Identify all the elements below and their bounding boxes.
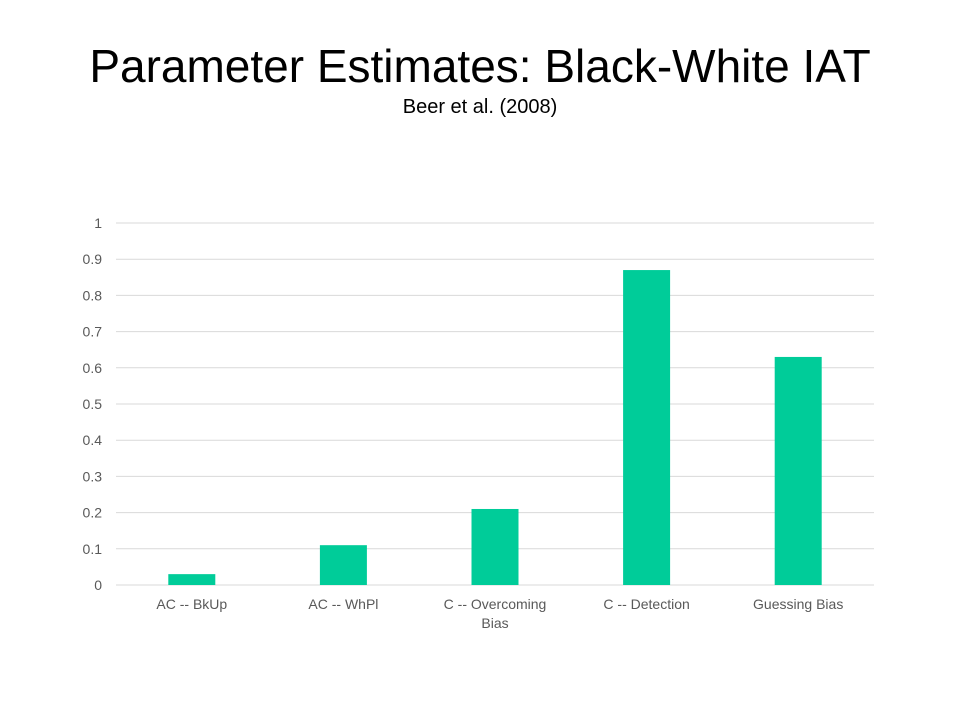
y-tick-label: 1	[94, 215, 102, 231]
x-tick-label: Guessing Bias	[753, 596, 843, 612]
y-tick-label: 0.3	[83, 468, 103, 484]
bar	[774, 356, 822, 585]
y-tick-label: 0.6	[83, 360, 103, 376]
bars	[168, 270, 822, 585]
y-axis-tick-labels: 0 0.1 0.2 0.3 0.4 0.5 0.6 0.7 0.8 0.9 1	[83, 215, 103, 593]
y-tick-label: 0.5	[83, 396, 103, 412]
bar	[168, 574, 216, 585]
bar	[623, 270, 671, 585]
x-tick-label: AC -- WhPl	[308, 596, 378, 612]
x-tick-label: C -- Overcoming	[444, 596, 547, 612]
y-tick-label: 0.4	[83, 432, 103, 448]
bar	[319, 545, 367, 585]
bar	[471, 508, 519, 585]
y-tick-label: 0.7	[83, 324, 103, 340]
slide-title: Parameter Estimates: Black-White IAT	[89, 40, 871, 92]
y-tick-label: 0.9	[83, 251, 103, 267]
y-tick-label: 0.1	[83, 541, 103, 557]
x-tick-label: C -- Detection	[603, 596, 689, 612]
y-tick-label: 0	[94, 577, 102, 593]
slide-subtitle: Beer et al. (2008)	[402, 96, 558, 118]
x-axis-tick-labels: AC -- BkUp AC -- WhPl C -- Overcoming Bias C…	[156, 596, 843, 631]
y-tick-label: 0.2	[83, 505, 103, 521]
x-tick-label: AC -- BkUp	[156, 596, 227, 612]
x-tick-label: Bias	[481, 615, 508, 631]
y-tick-label: 0.8	[83, 287, 103, 303]
